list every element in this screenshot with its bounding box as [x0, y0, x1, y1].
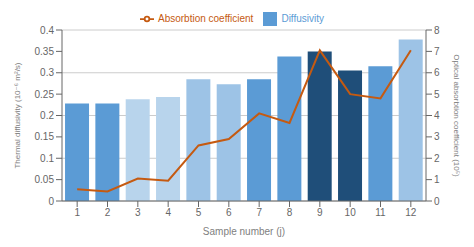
svg-text:5: 5 — [196, 207, 202, 218]
svg-text:9: 9 — [317, 207, 323, 218]
svg-text:Thermal diffusivity (10⁻⁶ m²/s: Thermal diffusivity (10⁻⁶ m²/s) — [13, 62, 22, 168]
svg-text:6: 6 — [226, 207, 232, 218]
svg-text:0.4: 0.4 — [40, 25, 54, 36]
svg-text:0: 0 — [434, 196, 440, 207]
svg-text:0.15: 0.15 — [35, 131, 55, 142]
html-text:Diffusivity: Diffusivity — [281, 12, 324, 24]
svg-text:1: 1 — [74, 207, 80, 218]
svg-text:8: 8 — [287, 207, 293, 218]
svg-text:2: 2 — [105, 207, 111, 218]
svg-text:Sample number (j): Sample number (j) — [203, 226, 285, 237]
svg-text:Optical absorbtion coefficient: Optical absorbtion coefficient (10⁵) — [452, 54, 461, 177]
svg-text:6: 6 — [434, 67, 440, 78]
svg-text:0.05: 0.05 — [35, 174, 55, 185]
svg-text:0.3: 0.3 — [40, 67, 54, 78]
svg-text:4: 4 — [434, 110, 440, 121]
svg-text:12: 12 — [405, 207, 417, 218]
svg-text:7: 7 — [434, 46, 440, 57]
svg-text:2: 2 — [434, 153, 440, 164]
svg-text:7: 7 — [256, 207, 262, 218]
svg-text:1: 1 — [434, 174, 440, 185]
svg-text:0.2: 0.2 — [40, 110, 54, 121]
svg-text:11: 11 — [375, 207, 386, 218]
svg-text:0.25: 0.25 — [35, 89, 55, 100]
html-text:Absorbtion coefficient: Absorbtion coefficient — [158, 12, 254, 24]
svg-text:3: 3 — [434, 131, 440, 142]
svg-text:5: 5 — [434, 89, 440, 100]
svg-text:0.35: 0.35 — [35, 46, 55, 57]
svg-text:10: 10 — [345, 207, 357, 218]
svg-text:0: 0 — [48, 196, 54, 207]
svg-text:0.1: 0.1 — [40, 153, 54, 164]
svg-text:3: 3 — [135, 207, 141, 218]
svg-text:4: 4 — [165, 207, 171, 218]
svg-text:8: 8 — [434, 25, 440, 36]
